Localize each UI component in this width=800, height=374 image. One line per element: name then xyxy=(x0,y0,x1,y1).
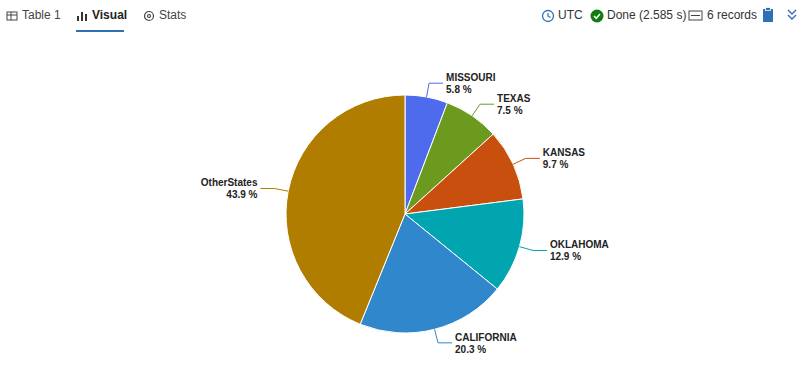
svg-text:KANSAS9.7 %: KANSAS9.7 % xyxy=(543,147,586,170)
html-text:Done (2.585 s): Done (2.585 s) xyxy=(607,8,687,22)
svg-text:TEXAS7.5 %: TEXAS7.5 % xyxy=(497,93,531,116)
html-text:UTC: UTC xyxy=(558,8,583,22)
html-text:6 records: 6 records xyxy=(707,8,757,22)
svg-text:CALIFORNIA20.3 %: CALIFORNIA20.3 % xyxy=(455,332,517,355)
html-text:Stats: Stats xyxy=(159,8,187,22)
svg-text:MISSOURI5.8 %: MISSOURI5.8 % xyxy=(446,72,496,95)
svg-text:OtherStates43.9 %: OtherStates43.9 % xyxy=(201,177,258,200)
html-text:Visual: Visual xyxy=(92,8,128,22)
html-text:Table 1: Table 1 xyxy=(22,8,61,22)
svg-text:OKLAHOMA12.9 %: OKLAHOMA12.9 % xyxy=(550,239,609,262)
